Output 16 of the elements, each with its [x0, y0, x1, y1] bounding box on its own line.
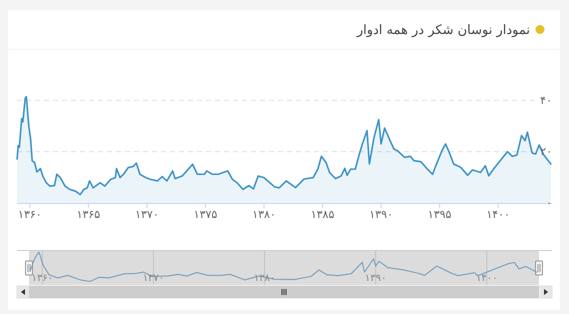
- x-tick-label: ۱۳۹۵: [428, 208, 452, 221]
- x-tick-label: ۱۳۷۰: [135, 208, 159, 221]
- x-tick-label: ۱۳۷۵: [194, 208, 218, 221]
- x-tick-label: ۱۳۹۰: [369, 208, 393, 221]
- x-tick-label: ۱۳۶۰: [32, 273, 54, 284]
- y-tick-label: ۰: [546, 196, 552, 210]
- x-tick-label: ۱۳۶۵: [76, 208, 100, 221]
- chart-title: نمودار نوسان شکر در همه ادوار: [356, 23, 530, 38]
- x-tick-label: ۱۳۸۰: [252, 208, 276, 221]
- x-tick-label: ۱۳۹۰: [364, 273, 386, 284]
- x-tick-label: ۱۴۰۰: [486, 208, 510, 221]
- y-tick-label: ۴۰: [540, 94, 552, 107]
- x-tick-label: ۱۳۸۵: [310, 208, 334, 221]
- x-tick-label: ۱۳۷۰: [142, 273, 164, 284]
- x-tick-label: ۱۳۶۰: [18, 208, 42, 221]
- x-tick-label: ۱۴۰۰: [476, 273, 498, 284]
